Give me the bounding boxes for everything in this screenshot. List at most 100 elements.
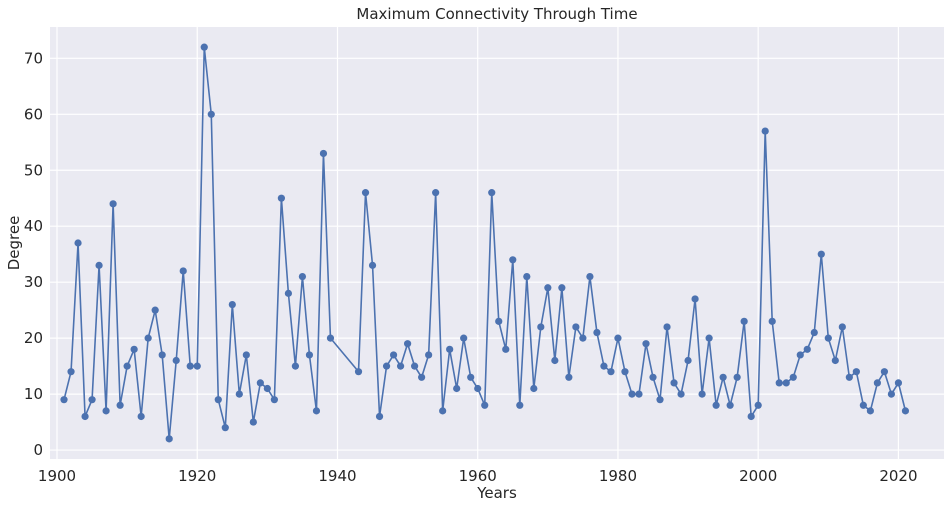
data-point [319, 149, 328, 158]
data-point [214, 396, 222, 404]
data-point [221, 424, 229, 432]
data-point [263, 384, 271, 393]
data-point [312, 407, 321, 415]
plot-background [50, 27, 944, 459]
data-point [439, 407, 447, 415]
data-point [509, 256, 517, 264]
data-point [803, 345, 811, 353]
y-tick-label: 70 [24, 49, 43, 67]
y-axis-ticks: 0 10 20 30 40 50 60 70 [24, 49, 43, 459]
y-tick-label: 60 [24, 105, 43, 123]
data-point [172, 356, 180, 365]
data-point [495, 317, 503, 325]
y-tick-label: 20 [24, 329, 43, 347]
x-tick-label: 2020 [879, 467, 917, 485]
data-point [782, 379, 790, 387]
data-point [102, 407, 110, 415]
data-point [123, 362, 131, 370]
x-tick-label: 1900 [38, 467, 76, 485]
data-point [270, 396, 278, 404]
data-point [537, 323, 545, 331]
data-point [789, 373, 797, 381]
data-point [151, 306, 159, 314]
data-point [74, 239, 82, 247]
data-point [242, 351, 250, 359]
data-point [193, 362, 201, 370]
data-point [291, 362, 300, 370]
data-point [796, 351, 804, 359]
y-tick-label: 30 [24, 273, 43, 291]
data-point [179, 267, 187, 275]
data-point [467, 373, 475, 381]
data-point [565, 373, 573, 381]
y-tick-label: 40 [24, 217, 43, 235]
data-point [249, 418, 257, 426]
y-tick-label: 10 [24, 385, 43, 403]
data-point [824, 334, 832, 342]
data-point [761, 127, 769, 135]
data-point [579, 334, 587, 342]
data-point [488, 189, 496, 197]
data-point [544, 284, 552, 292]
data-point [817, 250, 825, 258]
data-point [831, 356, 839, 365]
data-point [368, 261, 377, 269]
data-point [656, 396, 664, 404]
data-point [740, 317, 748, 325]
data-point [446, 345, 454, 353]
series-points [60, 43, 910, 443]
data-point [432, 189, 440, 197]
data-point [635, 390, 643, 398]
data-point [396, 362, 405, 370]
data-point [859, 401, 867, 409]
data-point [425, 351, 433, 359]
data-point [277, 194, 285, 202]
data-point [228, 300, 236, 309]
data-point [810, 328, 818, 337]
data-point [284, 289, 292, 297]
x-tick-label: 2000 [739, 467, 777, 485]
data-point [642, 340, 650, 348]
series-line [63, 47, 907, 439]
data-point [130, 345, 138, 353]
data-point [649, 373, 657, 381]
data-point [691, 295, 699, 303]
data-point [705, 334, 713, 342]
data-point [382, 362, 391, 370]
data-point [207, 110, 215, 118]
data-point [845, 373, 853, 381]
data-point [95, 261, 103, 269]
data-point [481, 401, 489, 409]
data-point [411, 362, 419, 370]
data-point [144, 334, 152, 342]
data-point [186, 362, 194, 370]
y-axis-title: Degree [5, 216, 23, 271]
data-point [866, 407, 874, 415]
data-point [887, 390, 896, 398]
data-point [670, 379, 678, 387]
data-point [460, 334, 468, 342]
data-point [754, 401, 762, 409]
data-point [901, 407, 910, 415]
data-point [116, 401, 124, 409]
data-point [389, 351, 398, 359]
y-tick-label: 50 [24, 161, 43, 179]
data-point [628, 390, 636, 398]
data-point [404, 340, 412, 348]
data-point [698, 390, 706, 398]
data-point [60, 396, 68, 404]
data-point [593, 328, 601, 337]
data-point [354, 368, 363, 376]
data-point [614, 334, 622, 342]
x-axis-title: Years [476, 484, 517, 502]
x-tick-label: 1980 [599, 467, 637, 485]
data-point [663, 323, 671, 331]
data-point [109, 200, 117, 208]
data-point [502, 345, 510, 353]
data-point [474, 384, 482, 393]
chart-title: Maximum Connectivity Through Time [356, 5, 637, 23]
data-point [600, 362, 608, 370]
data-point [165, 435, 173, 443]
data-point [88, 396, 96, 404]
